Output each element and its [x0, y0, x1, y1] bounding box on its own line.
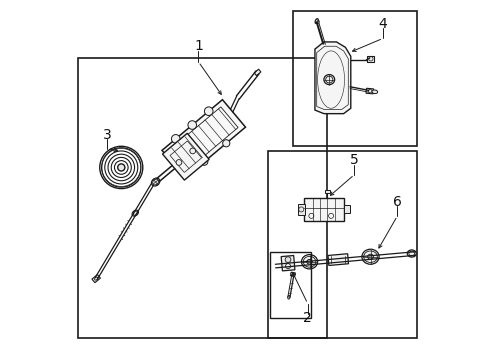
Bar [343, 206, 350, 213]
Text: 5: 5 [350, 153, 359, 167]
Ellipse shape [315, 19, 318, 23]
Circle shape [176, 159, 182, 165]
Bar [270, 252, 311, 318]
Bar [304, 198, 343, 221]
Polygon shape [254, 69, 261, 76]
Text: 2: 2 [303, 311, 312, 325]
Bar [298, 204, 304, 215]
Ellipse shape [368, 254, 373, 259]
Text: 6: 6 [393, 194, 402, 208]
Circle shape [188, 121, 196, 129]
Bar [78, 58, 327, 338]
Ellipse shape [362, 249, 379, 264]
Ellipse shape [301, 255, 318, 269]
Circle shape [118, 164, 125, 171]
Ellipse shape [307, 260, 312, 264]
Polygon shape [366, 88, 373, 94]
Ellipse shape [132, 210, 139, 216]
Circle shape [201, 158, 208, 165]
Text: 1: 1 [194, 39, 203, 53]
Ellipse shape [407, 250, 416, 257]
Polygon shape [291, 272, 295, 276]
Text: 3: 3 [102, 128, 111, 142]
Polygon shape [92, 275, 100, 283]
Polygon shape [163, 133, 209, 180]
Text: 4: 4 [379, 17, 388, 31]
Ellipse shape [372, 90, 378, 94]
Polygon shape [367, 56, 374, 62]
Circle shape [190, 148, 196, 154]
Polygon shape [162, 100, 245, 178]
Polygon shape [324, 190, 330, 193]
Circle shape [222, 140, 230, 147]
Polygon shape [315, 42, 351, 114]
Ellipse shape [151, 178, 160, 186]
Polygon shape [281, 256, 295, 271]
Bar [269, 151, 417, 338]
Polygon shape [328, 254, 348, 265]
Circle shape [285, 257, 291, 262]
Ellipse shape [324, 75, 335, 85]
Circle shape [172, 135, 180, 143]
Circle shape [204, 107, 213, 116]
Bar [294, 12, 417, 146]
